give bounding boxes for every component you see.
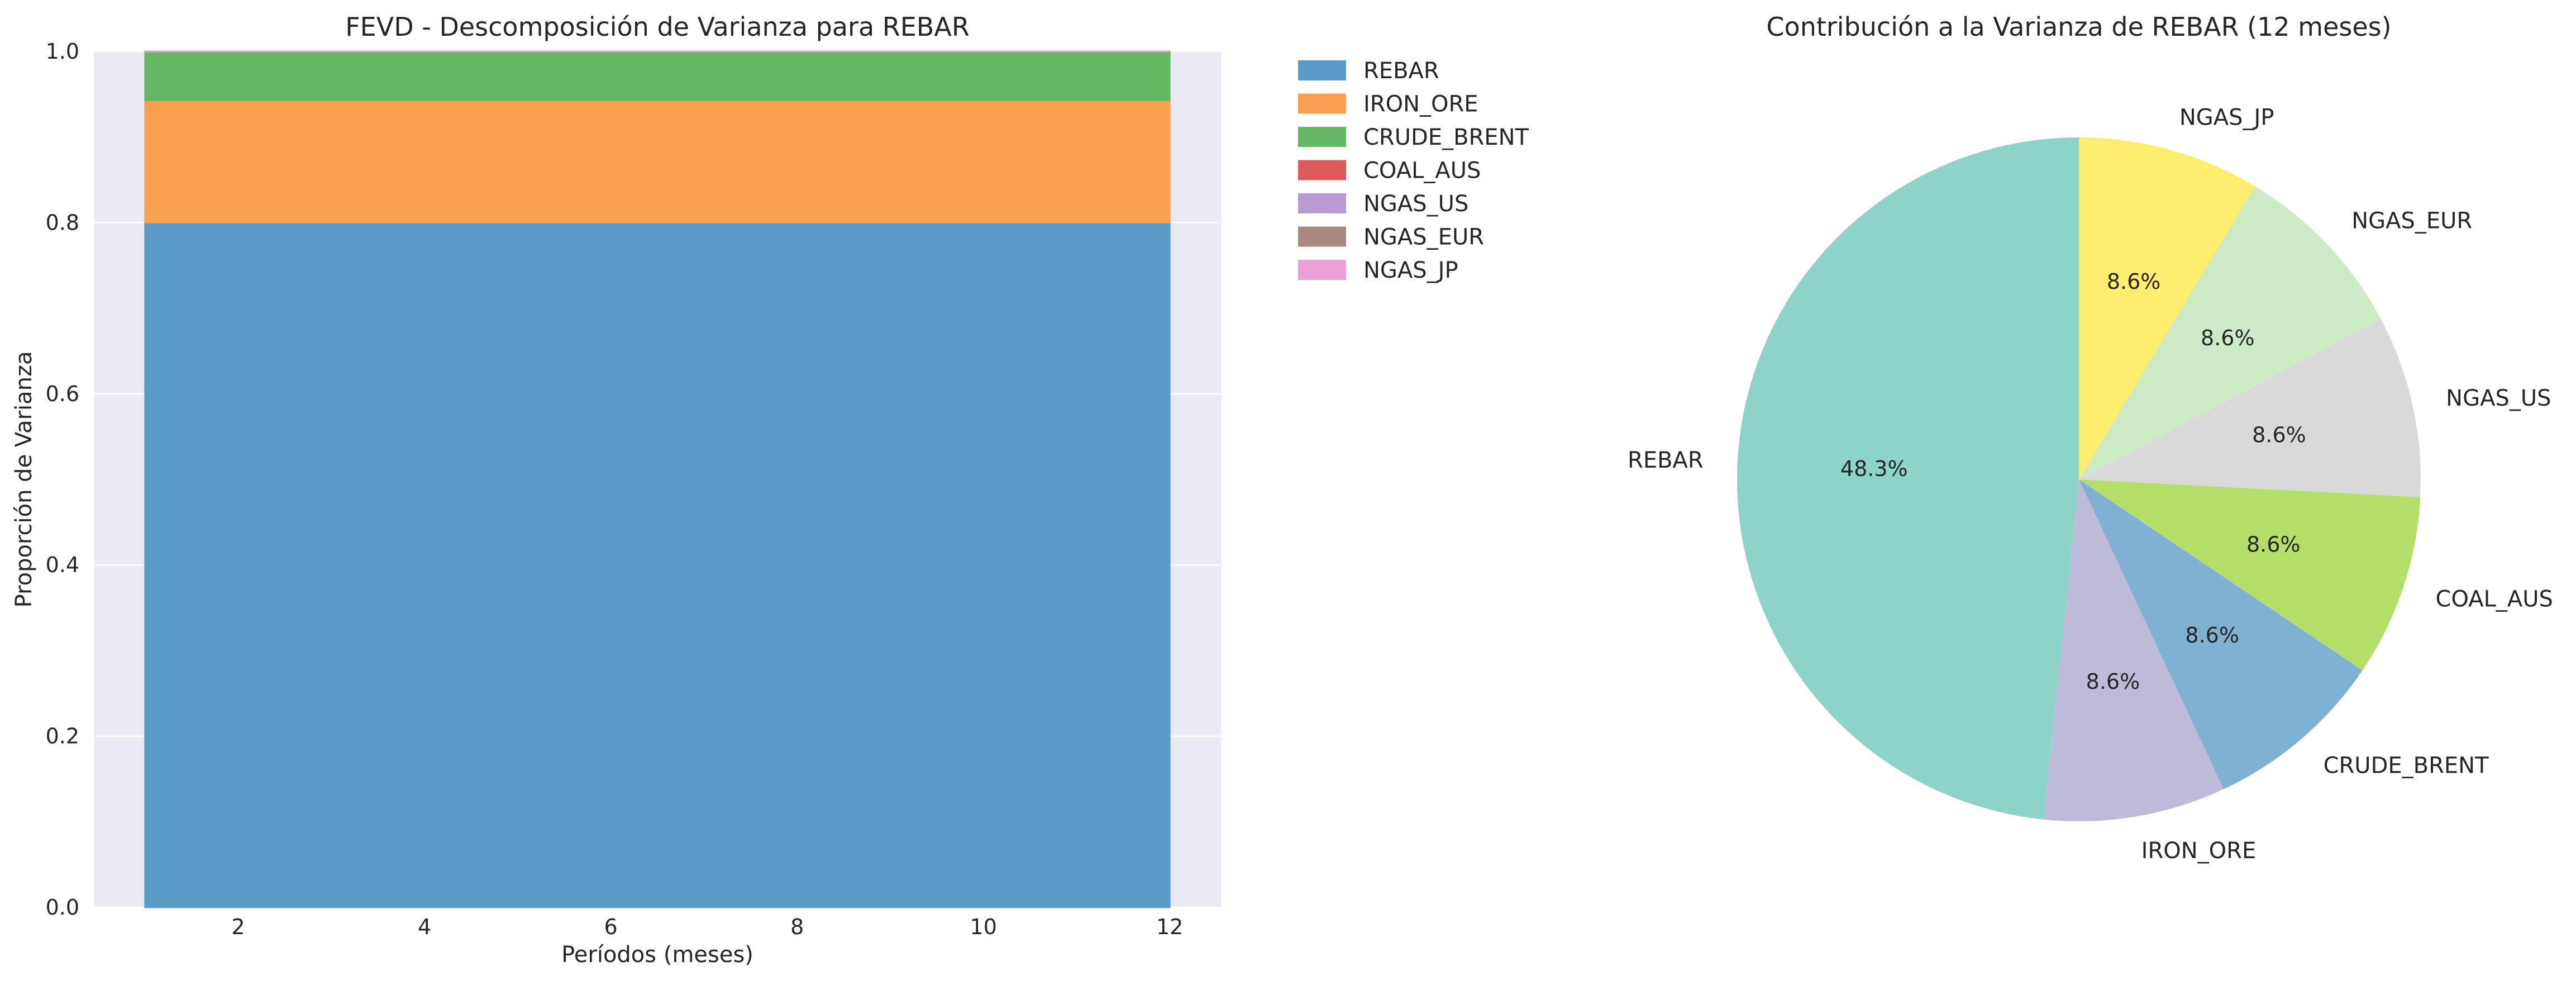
pie-percentage-label: 8.6%: [2107, 269, 2161, 294]
pie-labels-group: REBAR 48.3% IRON_ORE 8.6% CRUDE_BRENT 8.6% COA…: [1628, 104, 2553, 864]
legend-swatch: [1298, 93, 1346, 114]
pie-slice-rebar: [1737, 137, 2079, 820]
pie-percentage-label: 48.3%: [1840, 456, 1908, 481]
y-tick-label: 0.6: [46, 382, 79, 406]
pie-slice-crude-brent: [2079, 479, 2363, 789]
x-tick-label: 10: [970, 915, 997, 939]
pie-slice-ngas-eur: [2079, 186, 2381, 480]
legend-label: NGAS_US: [1363, 191, 1468, 217]
pie-percentage-label: 8.6%: [2246, 532, 2301, 556]
legend-label: NGAS_JP: [1363, 258, 1458, 283]
legend: REBAR IRON_ORE CRUDE_BRENT COAL_AUS NGAS_US N…: [1298, 58, 1529, 283]
y-tick-label: 1.0: [46, 39, 79, 64]
y-tick-label: 0.8: [46, 210, 79, 235]
area-series-group: [144, 50, 1171, 908]
fevd-chart: 2 4 6 8 10 12 0.0 0.2 0.4 0.6 0.8 1.0 FEVD - Desco…: [11, 12, 1529, 968]
pie-slice-label: NGAS_JP: [2179, 104, 2274, 130]
legend-swatch: [1298, 160, 1346, 180]
y-tick-label: 0.2: [46, 724, 79, 749]
chart-title: FEVD - Descomposición de Varianza para R…: [345, 12, 970, 42]
x-tick-label: 12: [1156, 915, 1183, 939]
y-tick-label: 0.4: [46, 553, 79, 577]
pie-slice-label: IRON_ORE: [2141, 838, 2257, 864]
pie-percentage-label: 8.6%: [2185, 623, 2239, 648]
legend-label: CRUDE_BRENT: [1363, 125, 1529, 150]
chart-title: Contribución a la Varianza de REBAR (12 …: [1766, 12, 2391, 42]
y-axis-label: Proporción de Varianza: [11, 351, 37, 608]
legend-swatch: [1298, 260, 1346, 280]
pie-slice-label: REBAR: [1628, 448, 1704, 473]
y-axis-ticks: 0.0 0.2 0.4 0.6 0.8 1.0: [46, 39, 79, 920]
pie-slice-label: CRUDE_BRENT: [2324, 753, 2489, 779]
area-series-crude-brent: [144, 50, 1171, 101]
pie-percentage-label: 8.6%: [2086, 669, 2140, 694]
pie-chart: Contribución a la Varianza de REBAR (12 …: [1628, 12, 2553, 864]
x-tick-label: 8: [790, 915, 804, 939]
area-series-rebar: [144, 221, 1171, 908]
area-series-iron-ore: [144, 99, 1171, 223]
x-tick-label: 6: [604, 915, 618, 939]
y-tick-label: 0.0: [46, 895, 79, 920]
legend-swatch: [1298, 226, 1346, 247]
pie-slice-label: NGAS_EUR: [2351, 208, 2472, 234]
legend-swatch: [1298, 127, 1346, 147]
pie-slice-ngas-us: [2079, 318, 2421, 497]
pie-slice-label: COAL_AUS: [2436, 586, 2553, 612]
legend-swatch: [1298, 193, 1346, 213]
x-axis-label: Períodos (meses): [561, 942, 753, 968]
legend-label: IRON_ORE: [1363, 92, 1478, 117]
legend-swatch: [1298, 60, 1346, 80]
pie-percentage-label: 8.6%: [2252, 422, 2306, 447]
pie-slice-coal-aus: [2079, 479, 2421, 670]
pie-slice-iron-ore: [2043, 479, 2224, 821]
pie-percentage-label: 8.6%: [2201, 326, 2255, 350]
legend-label: COAL_AUS: [1363, 158, 1481, 184]
x-tick-label: 4: [418, 915, 431, 939]
pie-slices-group: [1737, 137, 2421, 821]
x-tick-label: 2: [231, 915, 245, 939]
legend-label: NGAS_EUR: [1363, 225, 1484, 250]
legend-label: REBAR: [1363, 58, 1439, 84]
pie-slice-label: NGAS_US: [2446, 386, 2551, 411]
pie-slice-ngas-jp: [2079, 137, 2255, 479]
x-axis-ticks: 2 4 6 8 10 12: [231, 915, 1183, 939]
